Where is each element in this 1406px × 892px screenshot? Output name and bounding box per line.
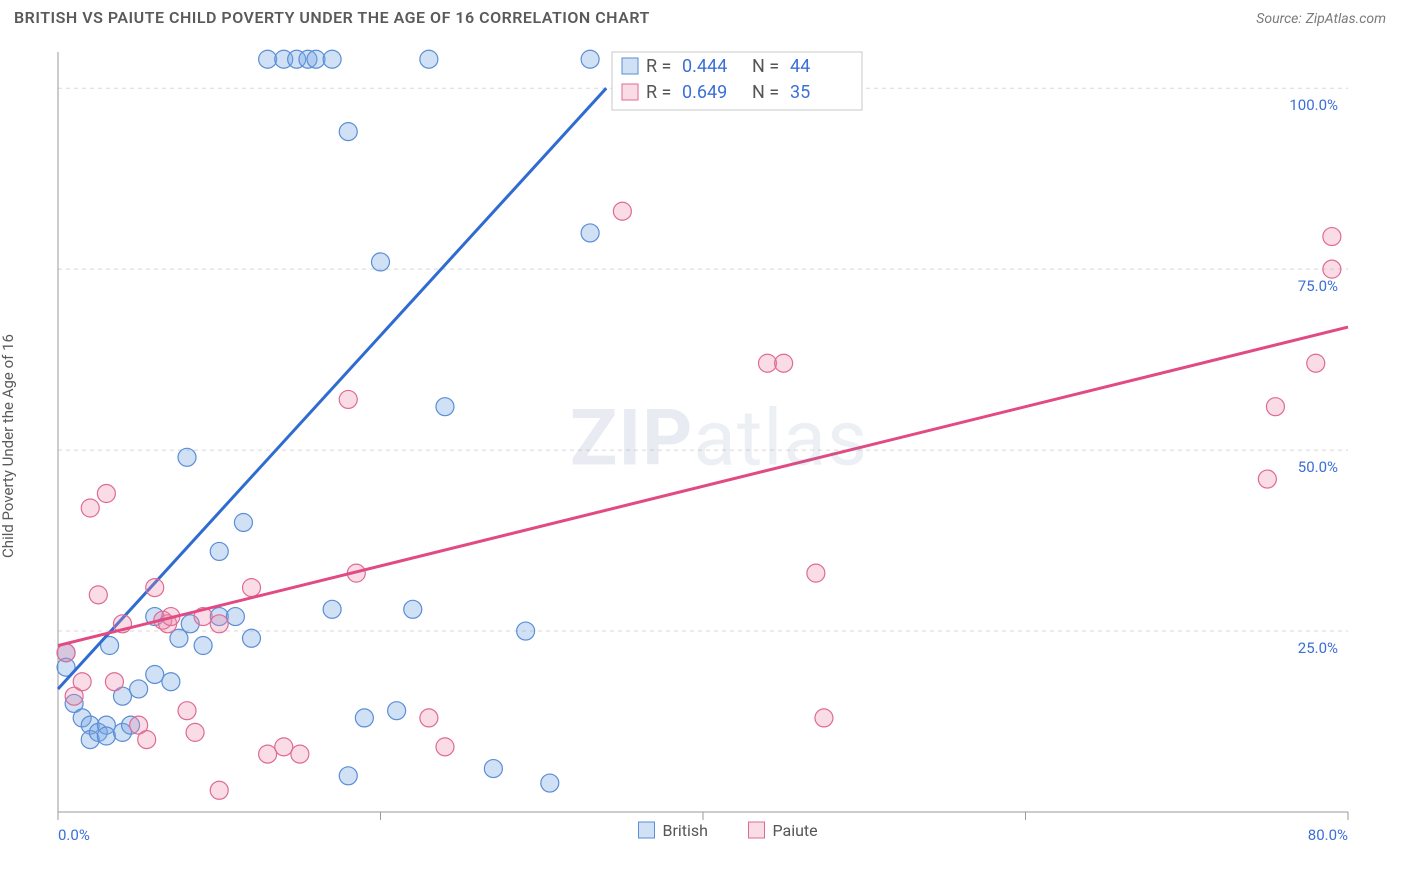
data-point <box>388 702 406 720</box>
data-point <box>1323 260 1341 278</box>
data-point <box>541 774 559 792</box>
chart-area: ZIPatlas 25.0%50.0%75.0%100.0%0.0%80.0%R… <box>52 40 1386 872</box>
trend-line <box>58 88 606 689</box>
y-tick-label: 50.0% <box>1298 458 1338 476</box>
data-point <box>146 579 164 597</box>
scatter-chart: 25.0% 50.0% 75.0% 100.0% 0.0% 80.0% R = 0.444 N … <box>52 40 1386 872</box>
data-point <box>613 202 631 220</box>
y-tick-label: 100.0% <box>1289 96 1338 114</box>
legend-swatch <box>622 84 638 100</box>
y-tick-label: 75.0% <box>1298 277 1338 295</box>
data-point <box>226 608 244 626</box>
source-label: Source: <box>1256 11 1301 27</box>
data-point <box>323 50 341 68</box>
data-point <box>759 354 777 372</box>
y-axis-label: Child Poverty Under the Age of 16 <box>0 334 17 558</box>
data-point <box>178 702 196 720</box>
series-legend-label: Paiute <box>773 821 818 840</box>
data-point <box>339 390 357 408</box>
legend-swatch <box>639 822 655 838</box>
legend-n-label: N = <box>752 82 779 103</box>
chart-title: BRITISH VS PAIUTE CHILD POVERTY UNDER TH… <box>14 8 650 27</box>
trend-line <box>58 327 1348 645</box>
data-point <box>404 600 422 618</box>
data-point <box>484 760 502 778</box>
data-point <box>81 499 99 517</box>
data-point <box>1266 398 1284 416</box>
data-point <box>186 723 204 741</box>
series-legend-label: British <box>663 821 708 840</box>
data-point <box>355 709 373 727</box>
legend-r-label: R = <box>646 82 671 103</box>
data-point <box>1323 228 1341 246</box>
data-point <box>372 253 390 271</box>
data-point <box>291 745 309 763</box>
data-point <box>130 680 148 698</box>
data-point <box>259 745 277 763</box>
data-point <box>339 123 357 141</box>
legend-n-label: N = <box>752 56 779 77</box>
legend-swatch <box>749 822 765 838</box>
data-point <box>775 354 793 372</box>
data-point <box>436 738 454 756</box>
data-point <box>234 513 252 531</box>
data-point <box>210 781 228 799</box>
data-point <box>807 564 825 582</box>
data-point <box>210 542 228 560</box>
data-point <box>420 50 438 68</box>
data-point <box>339 767 357 785</box>
x-tick-label: 0.0% <box>58 826 90 844</box>
data-point <box>162 673 180 691</box>
data-point <box>105 673 123 691</box>
data-point <box>581 50 599 68</box>
data-point <box>210 615 228 633</box>
source: Source: ZipAtlas.com <box>1256 8 1386 27</box>
data-point <box>243 629 261 647</box>
data-point <box>1307 354 1325 372</box>
legend-r-label: R = <box>646 56 671 77</box>
data-point <box>194 637 212 655</box>
y-tick-label: 25.0% <box>1298 639 1338 657</box>
data-point <box>517 622 535 640</box>
data-point <box>323 600 341 618</box>
legend-r-value: 0.649 <box>682 82 727 103</box>
source-name: ZipAtlas.com <box>1306 11 1386 27</box>
legend-swatch <box>622 58 638 74</box>
data-point <box>307 50 325 68</box>
data-point <box>73 673 91 691</box>
legend-n-value: 35 <box>790 82 810 103</box>
data-point <box>146 665 164 683</box>
data-point <box>178 448 196 466</box>
data-point <box>436 398 454 416</box>
data-point <box>97 485 115 503</box>
title-bar: BRITISH VS PAIUTE CHILD POVERTY UNDER TH… <box>0 0 1406 31</box>
legend-r-value: 0.444 <box>682 56 727 77</box>
x-tick-label: 80.0% <box>1308 826 1348 844</box>
data-point <box>815 709 833 727</box>
data-point <box>1258 470 1276 488</box>
data-point <box>89 586 107 604</box>
data-point <box>259 50 277 68</box>
data-point <box>243 579 261 597</box>
legend-n-value: 44 <box>790 56 810 77</box>
data-point <box>581 224 599 242</box>
data-point <box>97 727 115 745</box>
data-point <box>138 731 156 749</box>
data-point <box>420 709 438 727</box>
data-point <box>275 738 293 756</box>
